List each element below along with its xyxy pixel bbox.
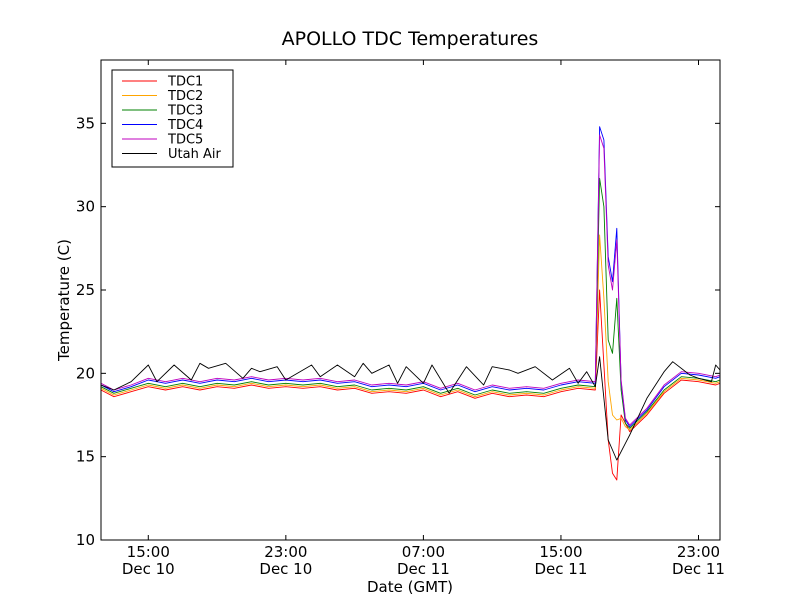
legend-label: TDC1 — [167, 75, 203, 90]
legend-label: Utah Air — [168, 147, 221, 162]
x-tick-label-time: 15:00 — [539, 543, 582, 561]
y-tick-label: 20 — [76, 364, 95, 382]
x-tick-label-date: Dec 11 — [397, 560, 450, 578]
series-line-4 — [100, 126, 721, 428]
series-line-1 — [100, 289, 721, 481]
legend-label: TDC4 — [167, 118, 203, 133]
y-tick-label: 35 — [76, 114, 95, 132]
series-layer — [100, 126, 721, 481]
plot-frame — [100, 59, 721, 541]
x-tick-label-date: Dec 10 — [259, 560, 312, 578]
x-tick-label-date: Dec 10 — [122, 560, 175, 578]
y-axis-label: Temperature (C) — [55, 239, 73, 362]
y-tick-label: 15 — [76, 448, 95, 466]
x-tick-label-time: 15:00 — [127, 543, 170, 561]
series-line-6 — [100, 356, 721, 461]
x-tick-label-date: Dec 11 — [672, 560, 725, 578]
y-tick-label: 10 — [76, 531, 95, 549]
series-line-2 — [100, 234, 721, 431]
y-tick-label: 30 — [76, 198, 95, 216]
x-tick-label-time: 23:00 — [264, 543, 307, 561]
x-tick-label-time: 23:00 — [677, 543, 720, 561]
series-line-3 — [100, 177, 721, 429]
chart-title: APOLLO TDC Temperatures — [282, 28, 539, 50]
x-tick-label-time: 07:00 — [402, 543, 445, 561]
legend-box — [111, 69, 234, 168]
series-line-5 — [100, 134, 721, 426]
x-tick-label-date: Dec 11 — [535, 560, 588, 578]
y-tick-label: 25 — [76, 281, 95, 299]
legend-label: TDC5 — [167, 133, 203, 148]
x-axis-label: Date (GMT) — [367, 578, 453, 596]
legend-label: TDC2 — [167, 89, 203, 104]
legend-label: TDC3 — [167, 104, 203, 119]
